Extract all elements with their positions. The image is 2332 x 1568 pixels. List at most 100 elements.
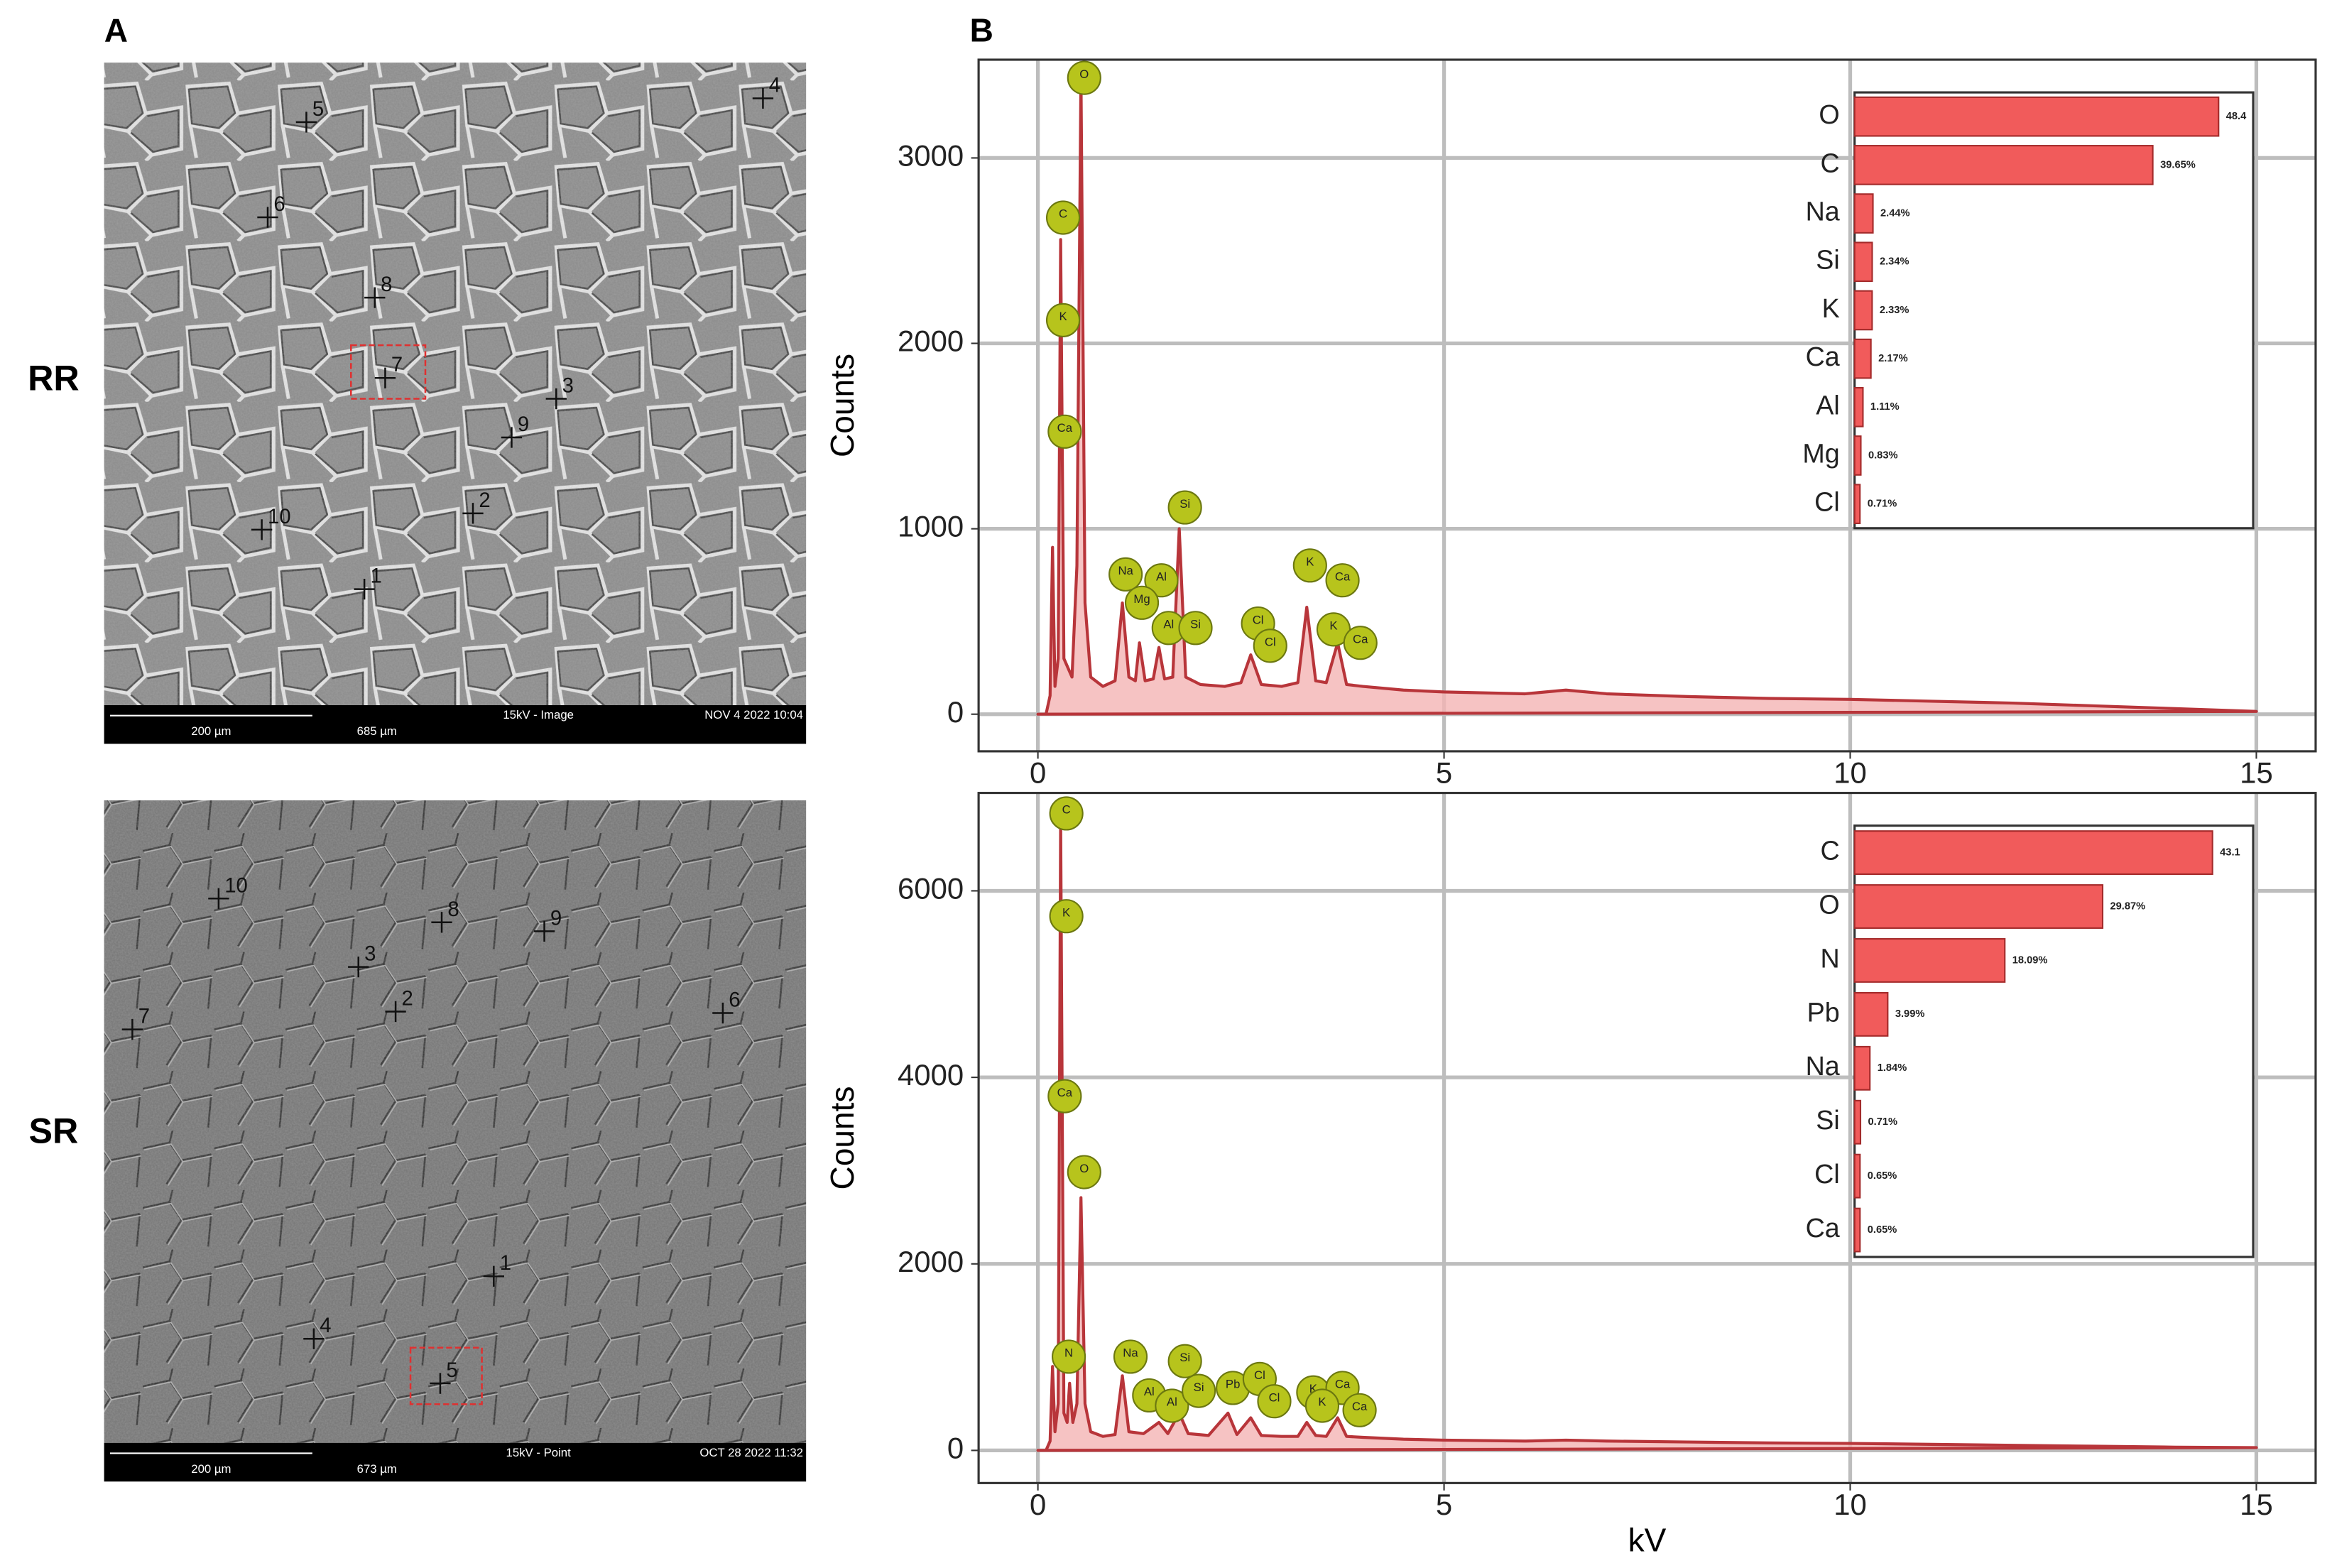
x-axis-label: kV [1628,1521,1667,1558]
inset-bar [1853,1099,1862,1145]
inset-value-label: 29.87% [2110,900,2145,912]
row-label: SR [28,1111,78,1150]
peak-marker [1325,563,1360,598]
inset-value-label: 2.33% [1880,305,1909,316]
row-label: RR [28,359,80,398]
point-label: 8 [381,273,392,296]
peak-label: Cl [1269,1390,1280,1404]
inset-value-label: 3.99% [1895,1008,1925,1020]
inset-value-label: 1.11% [1870,401,1900,413]
peak-label: Al [1163,618,1174,631]
point-label: 5 [446,1359,457,1382]
inset-value-label: 0.83% [1868,450,1898,461]
point-cross [295,111,317,133]
inset-bar [1853,290,1873,331]
y-tick-label: 4000 [898,1058,964,1091]
point-cross [712,1002,734,1024]
point-cross [385,1001,406,1023]
peak-label: Mg [1133,592,1150,606]
peak-marker [1253,628,1287,663]
inset-category: Ca [1806,1213,1840,1243]
panel-label: A [104,12,128,49]
point-cross [364,287,386,308]
peak-marker [1304,1388,1340,1423]
peak-label: K [1318,1395,1326,1409]
inset-value-label: 0.71% [1868,1116,1897,1128]
inset-bar [1853,938,2006,983]
point-cross [374,367,396,388]
peak-label: K [1329,619,1337,633]
point-label: 1 [371,565,382,588]
peak-marker [1167,490,1202,525]
inset-bar [1853,1153,1861,1199]
point-label: 4 [769,73,780,97]
point-cross [483,1265,504,1287]
mode: 15kV - Point [506,1446,572,1459]
point-label: 3 [364,942,376,966]
x-tick-label: 5 [1436,756,1452,789]
x-tick-label: 0 [1030,756,1046,789]
peak-label: Cl [1253,613,1264,626]
point-cross [462,503,484,524]
peak-marker [1067,1155,1101,1189]
peak-label: Si [1179,497,1190,511]
point-label: 2 [479,489,490,512]
peak-label: K [1062,905,1070,919]
point-cross [545,388,567,410]
x-tick-label: 10 [1834,756,1867,789]
peak-marker [1178,611,1213,646]
point-label: 10 [268,505,291,528]
peak-label: K [1309,1382,1317,1395]
point-cross [501,427,523,448]
inset-category: Na [1806,1051,1840,1081]
peak-label: Na [1123,1346,1138,1360]
peak-marker [1182,1373,1216,1408]
peak-marker [1292,548,1327,583]
peak-label: Si [1194,1381,1204,1394]
peak-label: Pb [1226,1378,1241,1391]
point-label: 10 [224,873,248,897]
peak-marker [1108,557,1143,592]
peak-marker [1342,1393,1377,1427]
point-cross [431,912,452,933]
peak-marker [1257,1384,1292,1419]
inset-category: Al [1816,390,1840,420]
peak-label: Cl [1254,1368,1265,1382]
inset-value-label: 1.84% [1878,1062,1907,1074]
peak-marker [1155,1388,1189,1423]
point-label: 1 [500,1251,511,1275]
inset-category: C [1821,148,1840,178]
inset-value-label: 2.44% [1880,207,1910,219]
peak-label: C [1062,803,1071,817]
point-cross [251,519,273,540]
point-cross [257,207,278,228]
mode: 15kV - Image [503,708,574,722]
plot-frame [977,791,2317,1484]
peak-marker [1124,585,1160,620]
y-tick-label: 2000 [898,325,964,358]
peak-marker [1113,1339,1148,1374]
point-cross [533,920,555,942]
peak-marker [1051,1339,1086,1374]
point-cross [354,578,375,600]
inset-value-label: 43.1 [2220,846,2240,858]
y-tick-label: 1000 [898,510,964,543]
inset-bar [1853,991,1889,1037]
point-label: 9 [518,413,529,436]
peak-marker [1067,60,1101,95]
point-label: 7 [138,1005,150,1028]
inset-category: O [1819,889,1839,919]
x-tick-label: 0 [1030,1488,1046,1521]
inset-value-label: 2.17% [1878,353,1908,364]
point-label: 2 [401,986,413,1010]
inset-category: Mg [1802,438,1839,468]
inset-category: C [1821,836,1840,866]
inset-bar [1853,386,1864,428]
inset-category: Na [1806,197,1840,227]
info-bar [104,704,807,744]
peak-label: Si [1190,618,1201,631]
inset-bar [1853,241,1873,283]
point-cross [208,888,229,909]
peak-label: Ca [1353,632,1368,646]
